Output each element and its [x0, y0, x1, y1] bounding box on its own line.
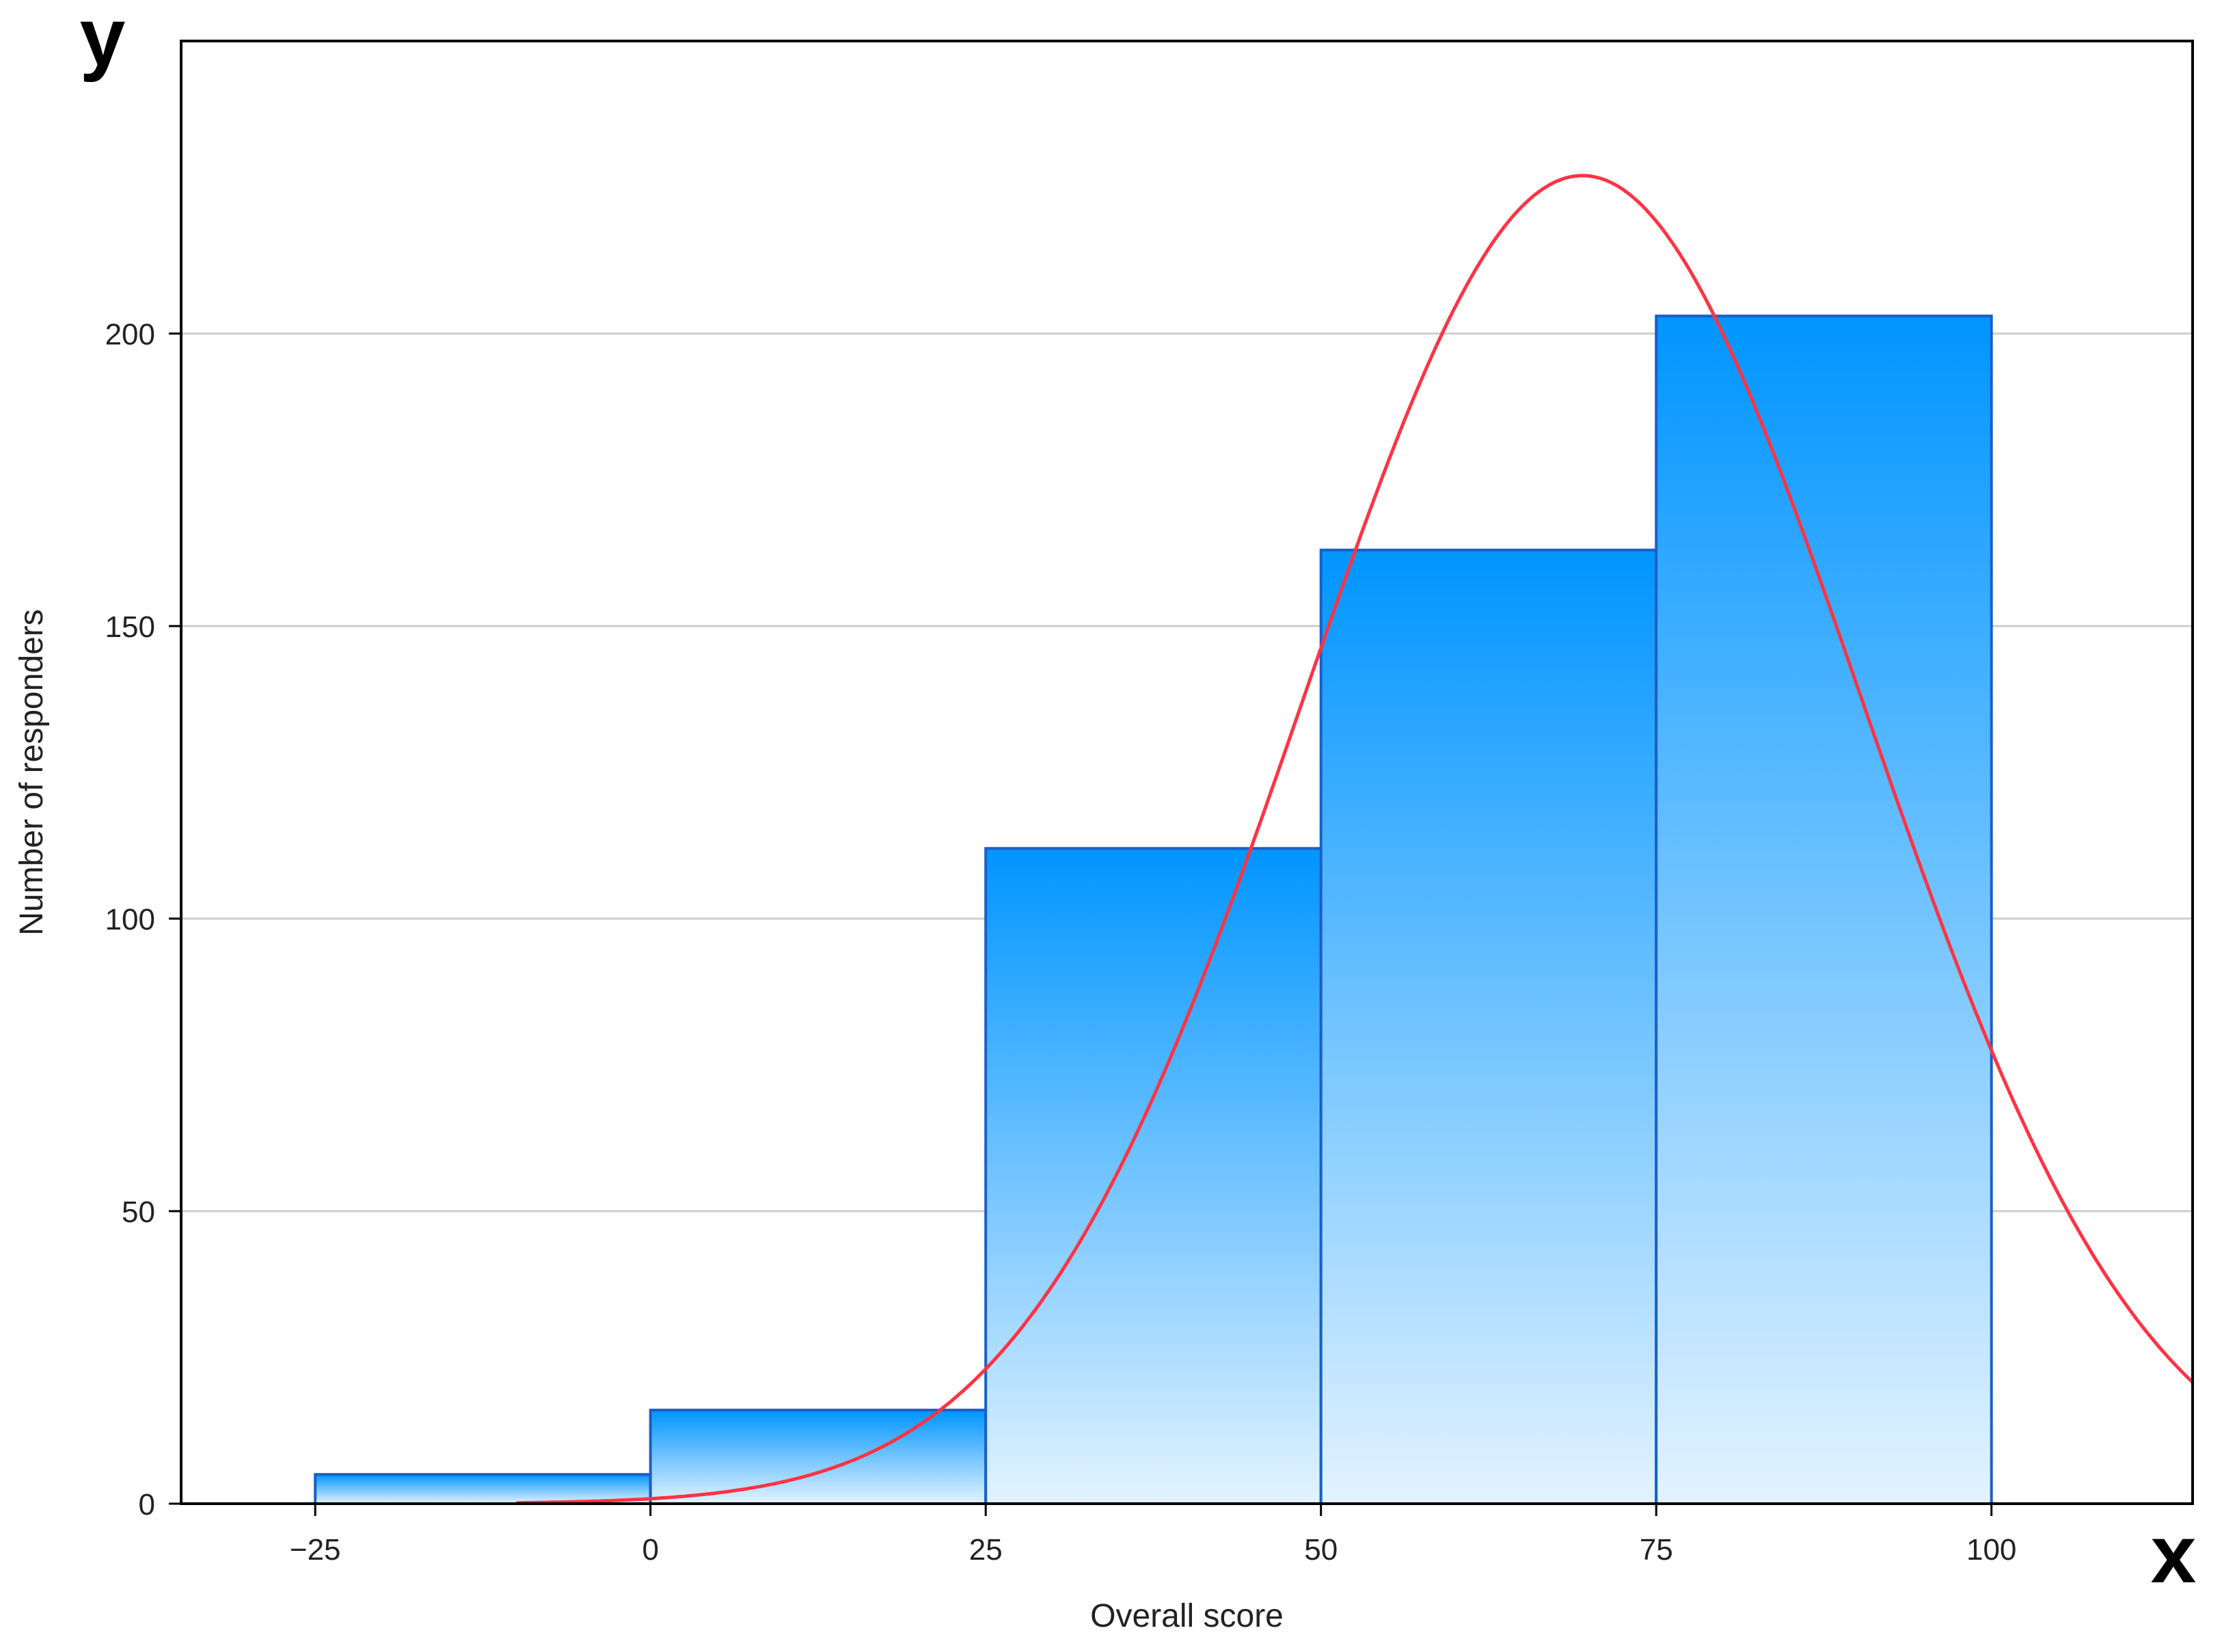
x-tick-label-5: 100: [1966, 1533, 2016, 1567]
histogram-bar-2: [984, 847, 1323, 1505]
y-tick-label-3: 150: [105, 610, 155, 644]
y-tick-label-0: 0: [139, 1488, 155, 1521]
x-tick-label-4: 75: [1640, 1533, 1673, 1567]
x-tick-label-2: 25: [969, 1533, 1003, 1567]
x-axis-title: Overall score: [1090, 1598, 1284, 1634]
y-tick-label-2: 100: [105, 903, 155, 936]
x-tick-label-0: −25: [290, 1533, 341, 1567]
histogram-bars: [314, 314, 1993, 1506]
y-axis-title: Number of responders: [14, 609, 50, 936]
histogram-bar-1: [649, 1409, 988, 1506]
y-corner-label: y: [80, 0, 126, 83]
y-tick-label-4: 200: [105, 318, 155, 351]
histogram-bar-0: [314, 1473, 652, 1505]
x-corner-label: x: [2151, 1508, 2197, 1600]
y-tick-label-1: 50: [122, 1195, 155, 1229]
axis-ticks: −25 0 25 50 75 100 0 50 100 150 200: [105, 318, 2017, 1567]
x-tick-label-3: 50: [1304, 1533, 1338, 1567]
x-tick-label-1: 0: [642, 1533, 658, 1567]
histogram-bar-3: [1319, 548, 1658, 1505]
fitted-curve-line: [516, 174, 2194, 1505]
plot-frame: [180, 40, 2194, 1505]
normal-curve: [516, 174, 2194, 1505]
histogram-bar-4: [1655, 314, 1993, 1506]
